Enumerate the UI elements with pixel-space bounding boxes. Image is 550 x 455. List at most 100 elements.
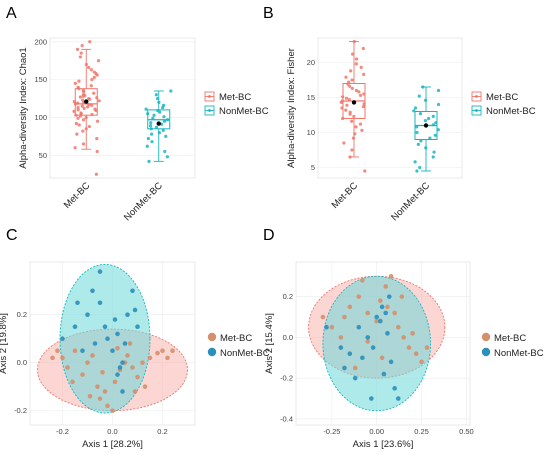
data-point (424, 146, 428, 150)
data-point (365, 335, 371, 340)
data-point (84, 115, 88, 120)
data-point (351, 136, 355, 140)
y-tick-label: 5 (311, 163, 315, 172)
data-point (80, 104, 84, 108)
data-point (146, 137, 150, 141)
data-point (340, 99, 344, 103)
data-point (399, 294, 405, 299)
y-axis-label: Alpha-diversity Index: Fisher (286, 48, 297, 168)
data-point (146, 112, 150, 116)
data-point (81, 93, 85, 97)
data-point (392, 386, 397, 391)
data-point (152, 113, 156, 117)
data-point (385, 331, 390, 336)
data-point (412, 109, 416, 113)
data-point (79, 51, 83, 55)
data-point (350, 86, 354, 90)
data-point (413, 351, 419, 356)
y-tick-label: 50 (39, 151, 47, 160)
data-point (95, 137, 99, 141)
data-point (85, 360, 90, 365)
data-point (81, 98, 85, 102)
data-point (74, 113, 78, 117)
y-tick-label: 200 (34, 37, 47, 46)
data-point (341, 116, 345, 121)
legend-label: NonMet-BC (486, 106, 536, 117)
data-point (105, 336, 110, 342)
data-point (356, 294, 362, 299)
data-point (125, 353, 130, 358)
data-point (112, 317, 118, 322)
y-axis-label: Axis 2 [19.8%] (0, 313, 9, 374)
mean-marker (351, 100, 357, 105)
data-point (410, 331, 415, 336)
data-point (338, 345, 344, 350)
data-point (149, 121, 153, 125)
data-point (352, 375, 358, 381)
data-point (82, 106, 86, 110)
mean-marker (156, 121, 161, 126)
data-point (86, 65, 91, 70)
data-point (87, 102, 91, 107)
data-point (120, 389, 125, 394)
y-tick-label: -0.4 (280, 414, 293, 423)
data-point (348, 110, 352, 114)
data-point (370, 345, 376, 350)
data-point (413, 106, 418, 110)
data-point (350, 119, 354, 123)
data-point (50, 355, 55, 361)
data-point (77, 123, 81, 127)
plot-area (317, 37, 463, 179)
y-tick-label: 20 (307, 58, 315, 67)
x-tick-label: Met-BC (330, 180, 361, 211)
data-point (345, 103, 349, 107)
data-point (90, 353, 95, 358)
data-point (418, 165, 422, 170)
data-point (347, 351, 353, 356)
data-point (150, 140, 154, 144)
data-point (342, 141, 346, 145)
data-point (388, 359, 394, 365)
y-axis-label: Alpha-diversity Index: Chao1 (18, 47, 29, 168)
legend-key-dot (208, 109, 211, 112)
data-point (362, 72, 366, 76)
data-point (73, 81, 77, 86)
data-point (156, 109, 160, 113)
data-point (428, 136, 432, 140)
data-point (360, 128, 364, 132)
data-point (76, 101, 80, 105)
data-point (80, 348, 85, 353)
y-tick-label: 100 (34, 113, 47, 122)
data-point (157, 100, 161, 104)
data-point (392, 310, 397, 316)
data-point (383, 284, 388, 289)
data-point (110, 348, 115, 353)
data-point (151, 116, 155, 120)
data-point (94, 172, 98, 176)
data-point (90, 103, 94, 107)
data-point (100, 369, 105, 375)
data-point (135, 324, 140, 330)
data-point (358, 122, 363, 126)
data-point (356, 324, 362, 330)
data-point (433, 133, 437, 137)
panel-letter-c: C (6, 227, 18, 244)
data-point (342, 314, 347, 320)
data-point (432, 150, 436, 154)
data-point (354, 125, 358, 129)
data-point (344, 108, 348, 112)
data-point (353, 132, 357, 136)
data-point (156, 96, 160, 101)
data-point (160, 348, 165, 353)
x-tick-label: -0.2 (56, 427, 69, 436)
data-point (81, 88, 85, 92)
data-point (132, 307, 138, 313)
data-point (347, 80, 351, 84)
y-tick-label: 0.0 (17, 358, 27, 367)
legend-key-dot (475, 109, 478, 112)
data-point (361, 46, 365, 51)
data-point (149, 127, 153, 131)
chart-b-fisher: 5 10 15 20 Alpha-diversity Index: Fisher Met-… (286, 37, 536, 223)
data-point (95, 384, 100, 389)
data-point (97, 300, 103, 306)
